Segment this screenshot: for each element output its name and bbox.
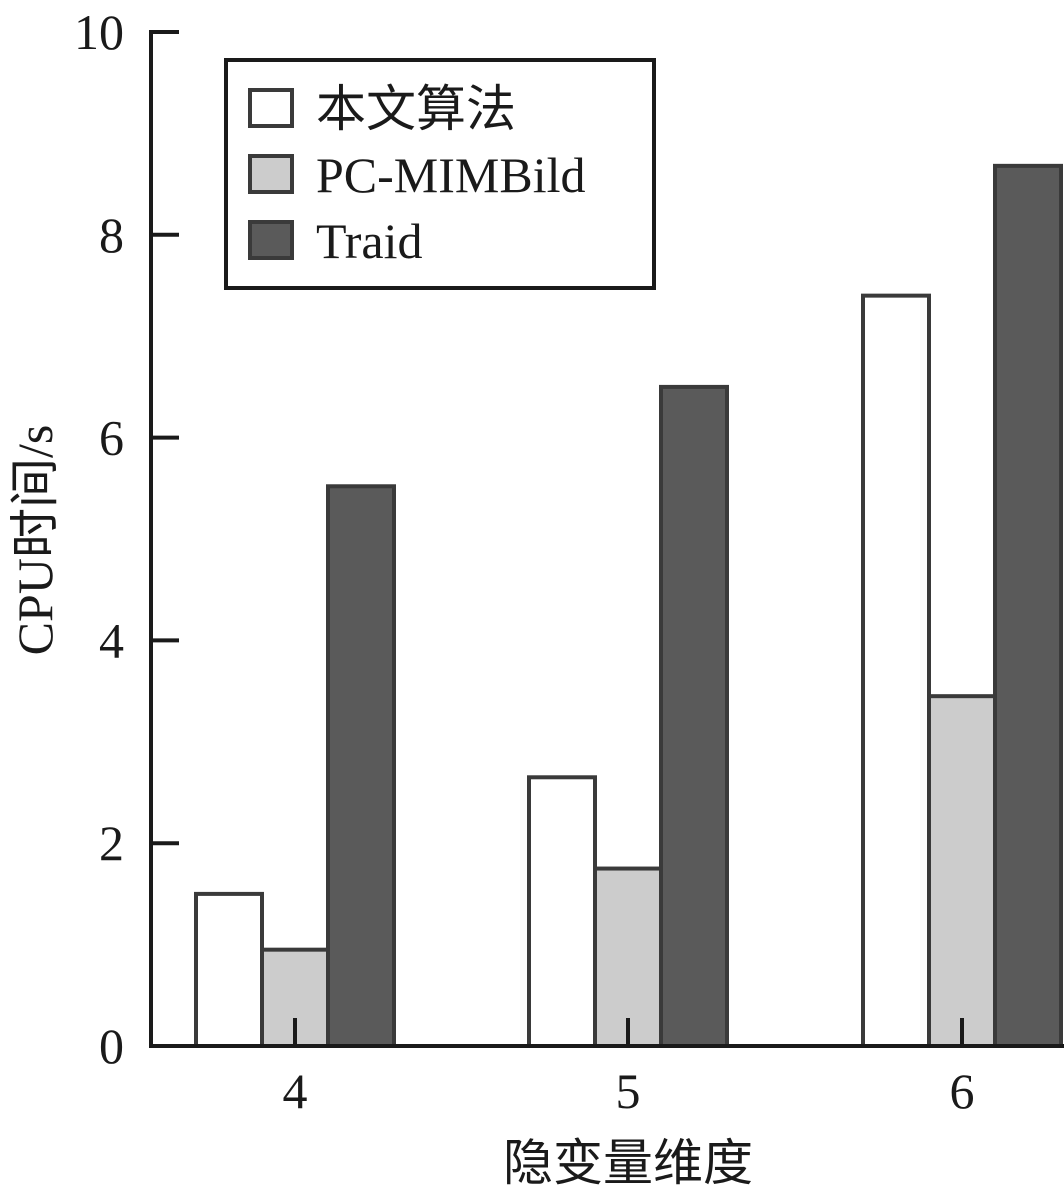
y-tick-label: 4 bbox=[99, 612, 124, 668]
bar-Traid-6 bbox=[993, 163, 1063, 1048]
bar-Traid-4 bbox=[326, 484, 396, 1049]
bar-本文算法-4 bbox=[194, 891, 264, 1049]
legend-swatch-2 bbox=[248, 220, 294, 260]
legend-label-1: PC-MIMBild bbox=[316, 147, 586, 203]
legend-label-0: 本文算法 bbox=[316, 81, 516, 137]
y-tick-label: 10 bbox=[74, 4, 124, 60]
x-tick-label: 5 bbox=[616, 1063, 641, 1119]
axes-layer: 0 2 4 6 8 10 4 5 6 隐变量维度 CPU时间/s bbox=[7, 4, 1064, 1191]
y-axis-title: CPU时间/s bbox=[7, 425, 63, 656]
bar-本文算法-6 bbox=[861, 293, 931, 1048]
y-tick-label: 0 bbox=[99, 1018, 124, 1074]
bars-layer bbox=[194, 163, 1063, 1049]
y-tick-label: 2 bbox=[99, 815, 124, 871]
legend-swatch-1 bbox=[248, 154, 294, 194]
legend: 本文算法 PC-MIMBild Traid bbox=[224, 58, 656, 290]
bar-PC-MIMBild-6 bbox=[927, 694, 997, 1048]
bar-Traid-5 bbox=[659, 384, 729, 1048]
y-tick-label: 6 bbox=[99, 410, 124, 466]
legend-box bbox=[224, 58, 656, 290]
legend-swatch-0 bbox=[248, 88, 294, 128]
x-tick-label: 6 bbox=[950, 1063, 975, 1119]
legend-label-2: Traid bbox=[316, 213, 423, 269]
x-tick-label: 4 bbox=[283, 1063, 308, 1119]
bar-本文算法-5 bbox=[527, 775, 597, 1048]
y-tick-label: 8 bbox=[99, 207, 124, 263]
x-axis-title: 隐变量维度 bbox=[503, 1135, 753, 1191]
